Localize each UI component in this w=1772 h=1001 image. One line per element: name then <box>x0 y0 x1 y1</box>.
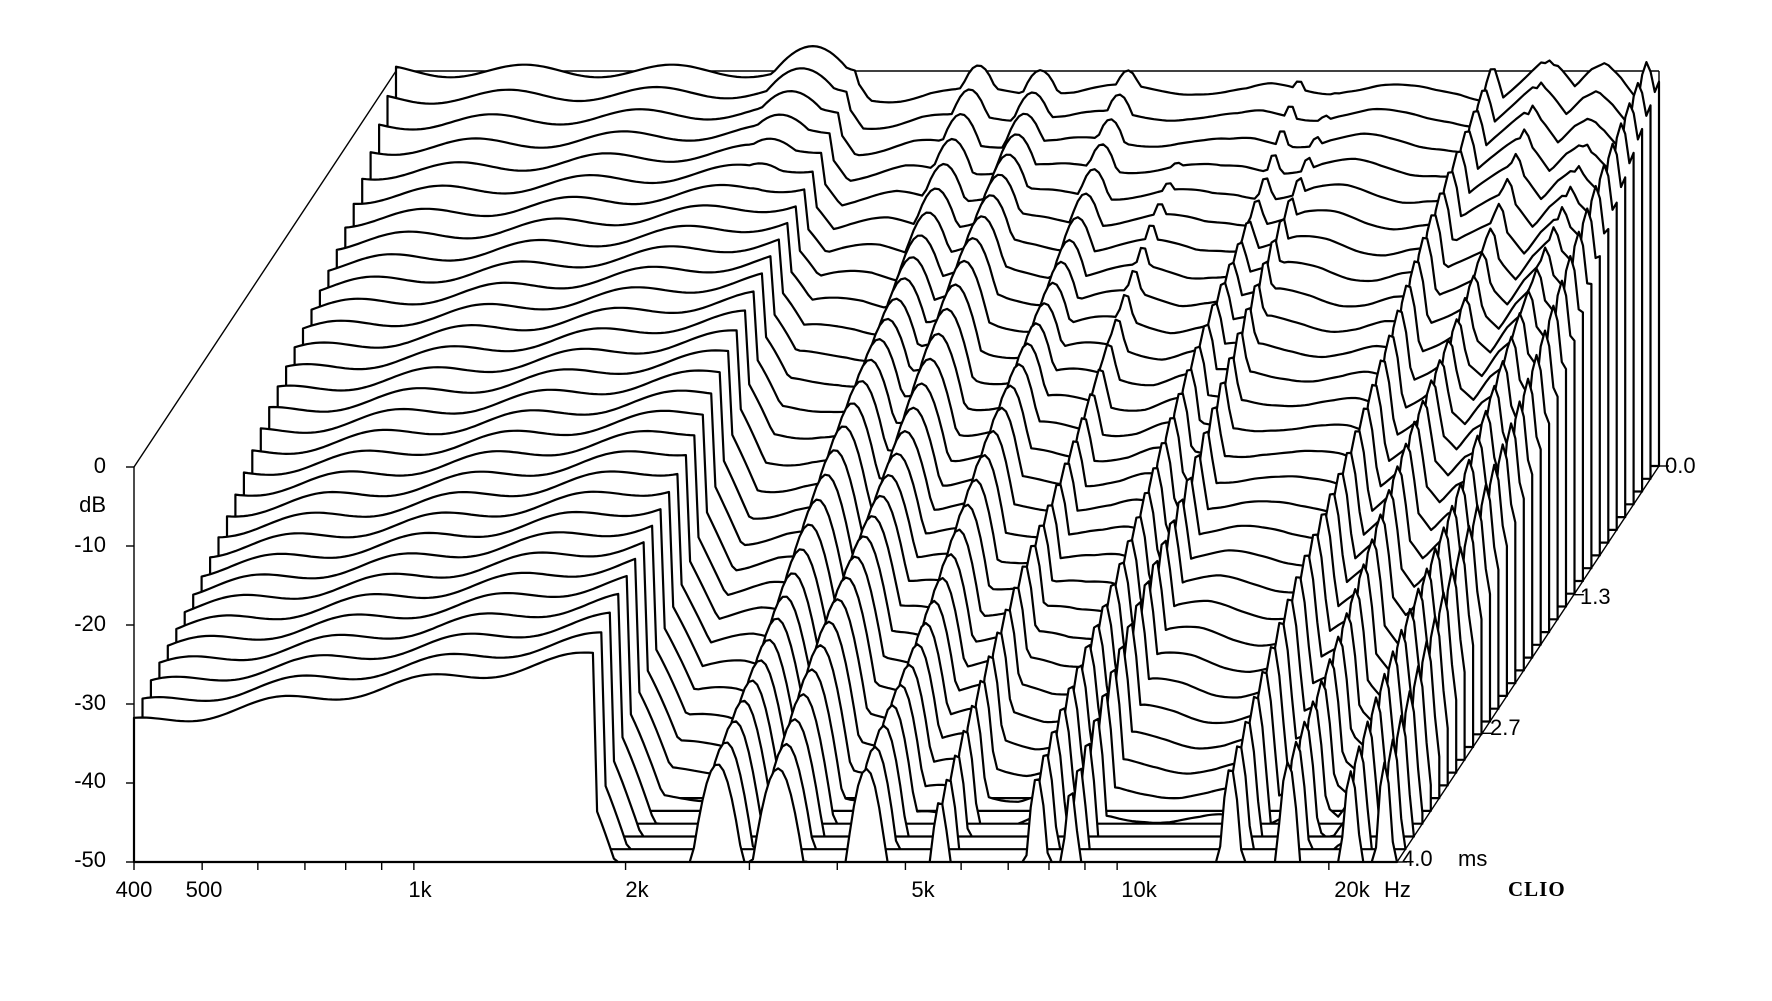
y-axis-label: dB <box>79 492 106 517</box>
y-tick-label-minus40: -40 <box>74 768 106 793</box>
x-tick-label-500: 500 <box>186 877 223 902</box>
z-tick-label-2-7: 2.7 <box>1490 715 1521 740</box>
frame-left-diagonal <box>133 70 397 468</box>
x-tick-label-2k: 2k <box>625 877 649 902</box>
frame-bottom-diagonal <box>1396 465 1660 863</box>
x-tick-label-10k: 10k <box>1121 877 1157 902</box>
z-tick-label-0: 0.0 <box>1665 453 1696 478</box>
x-tick-label-20k: 20k <box>1334 877 1370 902</box>
x-tick-label-400: 400 <box>116 877 153 902</box>
y-tick-label-minus50: -50 <box>74 847 106 872</box>
y-tick-label-0: 0 <box>94 453 106 478</box>
y-tick-label-minus30: -30 <box>74 690 106 715</box>
z-tick-label-4-0: 4.0 <box>1402 846 1433 871</box>
x-tick-label-1k: 1k <box>408 877 432 902</box>
brand-logo-text: CLIO <box>1508 877 1566 901</box>
y-tick-label-minus20: -20 <box>74 611 106 636</box>
waterfall-slices <box>132 45 1661 864</box>
z-unit-label: ms <box>1458 846 1487 871</box>
z-tick-label-1-3: 1.3 <box>1580 584 1611 609</box>
x-tick-label-5k: 5k <box>911 877 935 902</box>
waterfall-slice-31 <box>132 651 1399 864</box>
x-unit-label: Hz <box>1384 877 1411 902</box>
y-tick-label-minus10: -10 <box>74 532 106 557</box>
axis-ticks <box>126 465 1669 870</box>
